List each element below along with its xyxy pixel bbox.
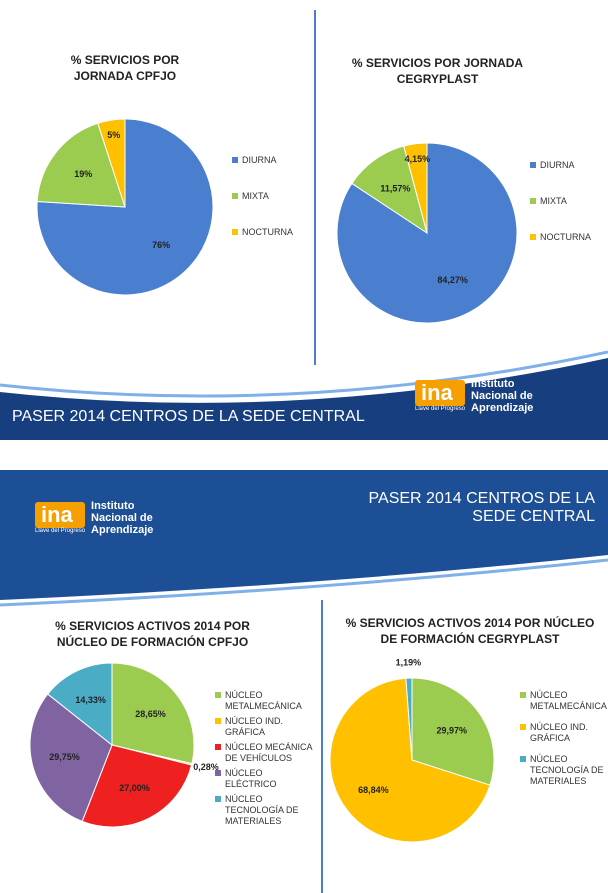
legend-label: MIXTA <box>242 191 269 201</box>
legend-label: NÚCLEO TECNOLOGÍA DE MATERIALES <box>225 794 299 826</box>
legend-swatch <box>520 724 526 730</box>
legend-swatch <box>215 692 221 698</box>
header-wave <box>0 470 608 600</box>
legend-swatch <box>530 234 536 240</box>
legend-swatch <box>232 229 238 235</box>
data-label: 19% <box>74 169 92 179</box>
data-label: 29,97% <box>437 725 468 735</box>
logo-name: Nacional de <box>471 390 533 402</box>
data-label: 84,27% <box>437 275 468 285</box>
header-swoosh <box>0 558 608 607</box>
legend: NÚCLEO METALMECÁNICA NÚCLEO IND. GRÁFICA N… <box>520 690 608 787</box>
legend-swatch <box>520 756 526 762</box>
legend-label: NÚCLEO IND. GRÁFICA <box>225 716 284 737</box>
legend-label: NÚCLEO METALMECÁNICA <box>225 690 302 711</box>
legend-item: NOCTURNA <box>232 227 312 238</box>
data-label: 14,33% <box>75 695 106 705</box>
pie-slice <box>351 145 428 235</box>
banner-wave <box>0 358 608 440</box>
pie-slice <box>97 118 126 208</box>
legend-item: NÚCLEO IND. GRÁFICA <box>215 716 315 738</box>
legend-item: NÚCLEO TECNOLOGÍA DE MATERIALES <box>215 794 315 827</box>
data-label: 1,19% <box>396 658 422 668</box>
chart-title: % SERVICIOS POR JORNADA CPFJO <box>70 53 180 83</box>
data-label: 0,28% <box>193 762 219 772</box>
logo-brand: ina <box>35 502 86 528</box>
chart-title: % SERVICIOS ACTIVOS 2014 POR NÚCLEO DE F… <box>345 616 595 646</box>
legend-item: NÚCLEO TECNOLOGÍA DE MATERIALES <box>520 754 608 787</box>
legend-label: DIURNA <box>242 155 277 165</box>
legend-item: MIXTA <box>232 191 312 202</box>
logo-tagline: Llave del Progreso <box>35 528 86 534</box>
logo-name: Instituto <box>471 378 515 390</box>
legend-label: NÚCLEO MECÁNICA DE VEHÍCULOS <box>225 742 313 763</box>
legend-swatch <box>215 796 221 802</box>
pie-slice <box>47 662 113 747</box>
pie-slice <box>81 744 193 828</box>
legend-swatch <box>232 193 238 199</box>
legend-swatch <box>530 198 536 204</box>
legend-item: NÚCLEO ELÉCTRICO <box>215 768 315 790</box>
logo-name: Aprendizaje <box>91 524 154 536</box>
data-label: 11,57% <box>380 184 410 194</box>
logo-tagline: Llave del Progreso <box>415 406 466 412</box>
pie-slice <box>111 662 195 765</box>
legend-label: NÚCLEO ELÉCTRICO <box>225 768 277 789</box>
chart-title: % SERVICIOS ACTIVOS 2014 POR NÚCLEO DE F… <box>55 619 250 649</box>
data-label: 29,75% <box>49 752 80 762</box>
legend-swatch <box>232 157 238 163</box>
pie-slice <box>29 693 113 823</box>
legend-label: NOCTURNA <box>540 232 591 242</box>
legend-item: DIURNA <box>530 160 605 171</box>
data-label: 76% <box>152 240 170 250</box>
data-label: 4,15% <box>405 154 431 164</box>
banner-swoosh <box>0 350 608 398</box>
logo: ina Llave del Progreso Instituto Nacional … <box>415 378 533 414</box>
legend-swatch <box>215 770 221 776</box>
pie-slice <box>403 142 428 234</box>
logo-name: Instituto <box>91 500 135 512</box>
legend-item: MIXTA <box>530 196 605 207</box>
logo-brand: ina <box>415 380 466 406</box>
legend-label: MIXTA <box>540 196 567 206</box>
legend-swatch <box>215 718 221 724</box>
legend: DIURNA MIXTA NOCTURNA <box>530 160 605 243</box>
legend-item: DIURNA <box>232 155 312 166</box>
data-label: 5% <box>107 130 120 140</box>
legend-item: NÚCLEO MECÁNICA DE VEHÍCULOS <box>215 742 315 764</box>
legend-item: NÚCLEO METALMECÁNICA <box>215 690 315 712</box>
logo-name: Aprendizaje <box>471 402 534 414</box>
legend: DIURNA MIXTA NOCTURNA <box>232 155 312 238</box>
legend-item: NOCTURNA <box>530 232 605 243</box>
legend-label: NÚCLEO METALMECÁNICA <box>530 690 607 711</box>
legend: NÚCLEO METALMECÁNICA NÚCLEO IND. GRÁFICA N… <box>215 690 315 827</box>
pie-slice <box>411 677 495 786</box>
legend-label: DIURNA <box>540 160 575 170</box>
pie-slice <box>405 677 413 761</box>
data-label: 68,84% <box>358 785 389 795</box>
banner-text: PASER 2014 CENTROS DE LA SEDE CENTRAL <box>368 490 595 525</box>
legend-label: NÚCLEO TECNOLOGÍA DE MATERIALES <box>530 754 604 786</box>
legend-label: NOCTURNA <box>242 227 293 237</box>
legend-swatch <box>530 162 536 168</box>
data-label: 28,65% <box>135 709 166 719</box>
legend-swatch <box>520 692 526 698</box>
logo: ina Llave del Progreso Instituto Nacional … <box>35 500 153 536</box>
legend-swatch <box>215 744 221 750</box>
pie-slice <box>329 677 491 843</box>
logo-name: Nacional de <box>91 512 153 524</box>
banner-text: PASER 2014 CENTROS DE LA SEDE CENTRAL <box>12 408 365 425</box>
legend-label: NÚCLEO IND. GRÁFICA <box>530 722 589 743</box>
legend-item: NÚCLEO IND. GRÁFICA <box>520 722 608 744</box>
legend-item: NÚCLEO METALMECÁNICA <box>520 690 608 712</box>
chart-title: % SERVICIOS POR JORNADA CEGRYPLAST <box>351 56 524 86</box>
pie-slice <box>36 122 126 208</box>
data-label: 27,00% <box>119 783 150 793</box>
